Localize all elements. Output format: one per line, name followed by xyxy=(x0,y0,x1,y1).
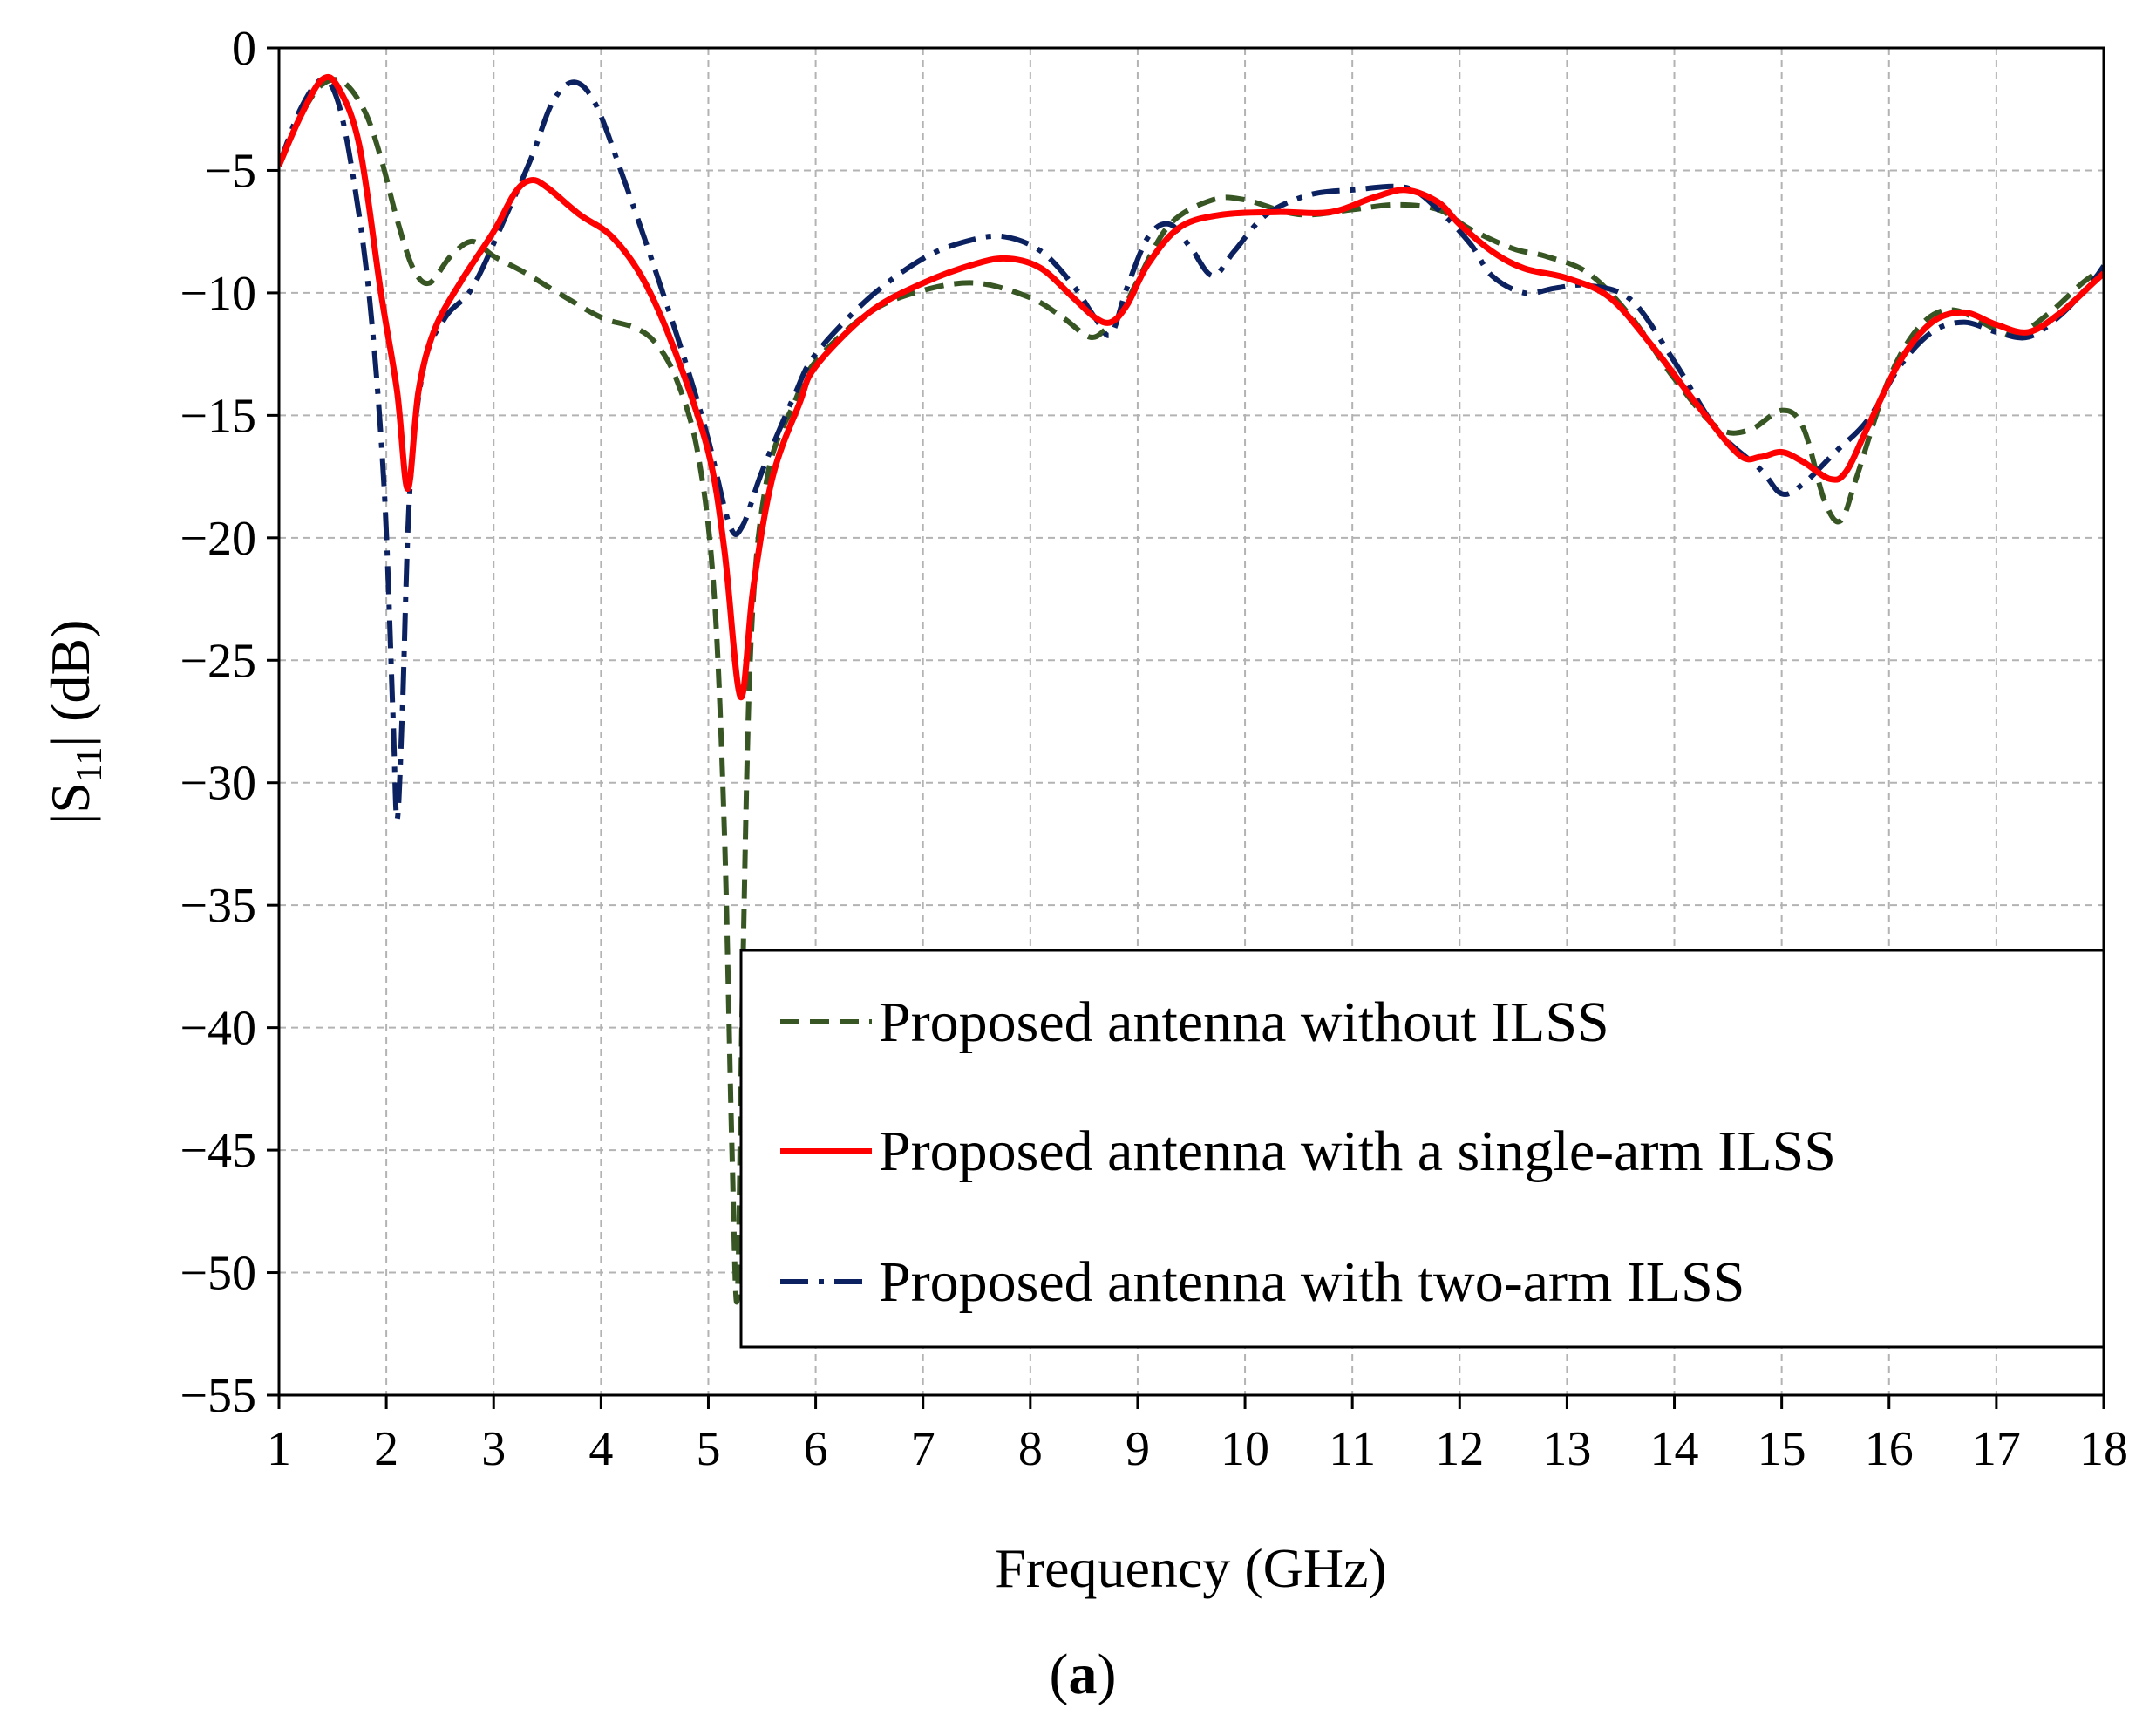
x-axis-title: Frequency (GHz) xyxy=(995,1537,1387,1599)
caption-close-paren: ) xyxy=(1098,1643,1117,1706)
y-axis-title: |S11| (dB) xyxy=(39,620,110,825)
y-axis-title-prefix: |S xyxy=(39,782,101,824)
y-axis-title-subscript: 11 xyxy=(70,747,110,782)
y-axis: 0 −5 −10 −15 −20 −25 −30 −35 −40 −45 −50 −55 xyxy=(180,22,279,1423)
series-single-arm-ilss-line xyxy=(279,73,2104,700)
legend-label-single-arm-ilss: Proposed antenna with a single-arm ILSS xyxy=(879,1120,1836,1183)
x-tick-label: 10 xyxy=(1221,1422,1269,1476)
x-tick-label: 15 xyxy=(1758,1422,1806,1476)
y-tick-label: −15 xyxy=(180,389,256,443)
y-axis-title-suffix: | (dB) xyxy=(39,620,101,747)
legend: Proposed antenna without ILSS Proposed a… xyxy=(739,949,2105,1349)
series-without-ilss-line xyxy=(279,77,2104,1305)
legend-label-two-arm-ilss: Proposed antenna with two-arm ILSS xyxy=(879,1250,1745,1314)
y-tick-label: −20 xyxy=(180,512,256,566)
y-tick-label: −35 xyxy=(180,879,256,933)
y-tick-label: 0 xyxy=(232,22,256,76)
series-two-arm-ilss-line xyxy=(279,77,2104,822)
x-tick-label: 17 xyxy=(1972,1422,2021,1476)
x-tick-label: 1 xyxy=(267,1422,291,1476)
x-tick-label: 7 xyxy=(911,1422,935,1476)
x-tick-label: 3 xyxy=(481,1422,506,1476)
caption-open-paren: ( xyxy=(1050,1643,1069,1706)
x-tick-label: 5 xyxy=(696,1422,720,1476)
y-tick-label: −55 xyxy=(180,1369,256,1423)
x-tick-label: 18 xyxy=(2079,1422,2128,1476)
y-tick-label: −5 xyxy=(204,144,256,198)
figure-caption: (a) xyxy=(1050,1643,1117,1706)
legend-label-without-ilss: Proposed antenna without ILSS xyxy=(879,990,1609,1054)
x-tick-label: 13 xyxy=(1542,1422,1591,1476)
x-tick-label: 4 xyxy=(588,1422,613,1476)
x-tick-label: 11 xyxy=(1329,1422,1376,1476)
x-axis: 1 2 3 4 5 6 7 8 9 10 11 12 13 14 15 16 17 18 xyxy=(267,1395,2128,1476)
grid xyxy=(278,47,2105,1396)
x-tick-label: 6 xyxy=(804,1422,828,1476)
series-layer xyxy=(279,73,2104,1305)
x-tick-label: 9 xyxy=(1126,1422,1150,1476)
y-tick-label: −45 xyxy=(180,1124,256,1178)
x-tick-label: 2 xyxy=(374,1422,398,1476)
legend-box xyxy=(739,949,2105,1349)
caption-letter: a xyxy=(1069,1643,1098,1706)
y-tick-label: −25 xyxy=(180,634,256,688)
x-tick-label: 8 xyxy=(1018,1422,1043,1476)
x-tick-label: 14 xyxy=(1650,1422,1699,1476)
x-tick-label: 16 xyxy=(1865,1422,1914,1476)
plot-frame xyxy=(277,46,2105,1397)
y-tick-label: −30 xyxy=(180,757,256,811)
y-tick-label: −50 xyxy=(180,1247,256,1301)
y-tick-label: −40 xyxy=(180,1002,256,1056)
x-tick-label: 12 xyxy=(1435,1422,1484,1476)
y-tick-label: −10 xyxy=(180,267,256,321)
